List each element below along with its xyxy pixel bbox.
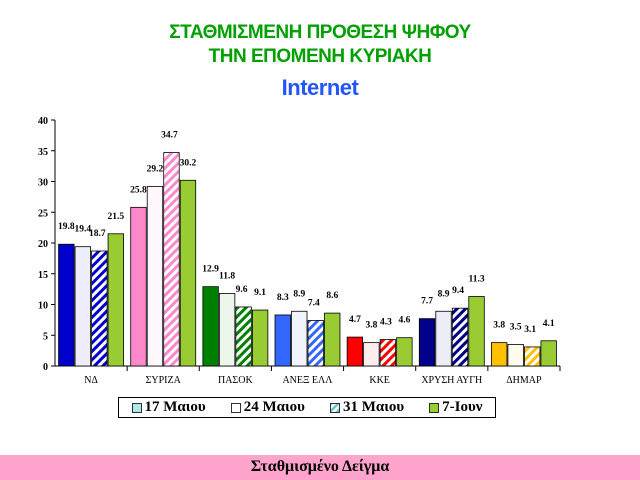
bar <box>491 342 508 367</box>
legend-label: 24 Μαιου <box>243 399 305 415</box>
x-category-label: ΠΑΣΟΚ <box>218 375 253 386</box>
data-label: 9.4 <box>452 286 464 296</box>
bar <box>251 309 269 367</box>
footer-label: Σταθμισμένο Δείγμα <box>250 458 390 475</box>
y-tick-label: 10 <box>38 301 48 312</box>
data-label: 18.7 <box>89 229 106 239</box>
bar <box>396 337 413 367</box>
y-tick-label: 0 <box>43 362 48 373</box>
bar <box>218 293 236 367</box>
data-label: 8.6 <box>326 291 338 301</box>
bar <box>468 296 485 367</box>
data-label: 19.8 <box>58 222 75 232</box>
bar <box>235 306 252 367</box>
data-label: 12.9 <box>202 265 219 275</box>
bar <box>74 246 91 367</box>
data-label: 11.3 <box>468 275 484 285</box>
y-tick-label: 25 <box>38 208 48 219</box>
chart-bars <box>58 152 557 367</box>
x-category-label: ΝΔ <box>84 375 98 386</box>
bar <box>58 243 75 367</box>
legend-label: 31 Μαιου <box>342 399 405 415</box>
y-tick-label: 40 <box>38 116 48 127</box>
legend-item: 31 Μαιου <box>330 399 404 416</box>
bar <box>363 342 380 367</box>
bar <box>291 310 308 367</box>
bar <box>540 340 557 367</box>
data-label: 8.3 <box>277 293 289 303</box>
legend-swatch <box>330 402 340 413</box>
bar <box>307 320 324 367</box>
x-category-label: ΚΚΕ <box>369 375 390 386</box>
bar <box>379 339 397 367</box>
data-label: 34.7 <box>161 131 178 141</box>
bar <box>507 344 524 367</box>
legend-swatch <box>131 402 142 413</box>
legend-swatch <box>429 402 440 413</box>
legend-item: 17 Μαιου <box>131 399 206 416</box>
y-tick-label: 35 <box>38 147 48 158</box>
data-label: 30.2 <box>180 158 197 168</box>
y-tick-label: 30 <box>38 178 48 189</box>
bar <box>91 250 108 367</box>
bar-chart: 0 5 10 15 20 25 30 35 40 ΝΔ ΣΥΡΙΖΑ ΠΑΣΟΚ ΑΝΕΞ ΕΛΛ ΚΚΕ… <box>38 116 561 386</box>
data-label: 8.9 <box>293 289 305 299</box>
chart-title-line-2: ΤΗΝ ΕΠΟΜΕΝΗ ΚΥΡΙΑΚΗ <box>208 46 432 67</box>
bar <box>451 307 469 367</box>
chart-axes: 0 5 10 15 20 25 30 35 40 ΝΔ ΣΥΡΙΖΑ ΠΑΣΟΚ ΑΝΕΞ ΕΛΛ ΚΚΕ… <box>38 116 561 386</box>
data-label: 3.1 <box>524 325 536 335</box>
data-label: 4.7 <box>349 315 361 325</box>
legend-label: 17 Μαιου <box>144 399 206 415</box>
data-label: 9.6 <box>236 285 248 295</box>
legend-swatch <box>230 402 241 413</box>
data-label: 29.2 <box>147 164 164 174</box>
chart-title-line-3: Internet <box>281 75 359 100</box>
bar <box>179 179 197 367</box>
legend-label: 7-Ιουν <box>442 399 483 415</box>
bar <box>274 314 291 367</box>
bar <box>163 152 180 367</box>
bar <box>107 233 124 367</box>
bar <box>202 286 219 367</box>
x-category-label: ΣΥΡΙΖΑ <box>146 375 182 386</box>
data-label: 8.9 <box>438 289 450 299</box>
data-label: 9.1 <box>254 288 266 298</box>
chart-legend: 17 Μαιου 24 Μαιου 31 Μαιου 7-Ιουν <box>118 397 496 418</box>
data-label: 4.1 <box>543 319 555 329</box>
data-label: 3.8 <box>493 321 505 331</box>
bar <box>435 310 452 367</box>
data-label: 25.8 <box>130 185 147 195</box>
x-category-label: ΑΝΕΞ ΕΛΛ <box>282 375 333 386</box>
footer-bar: Σταθμισμένο Δείγμα <box>0 455 640 480</box>
data-label: 4.3 <box>380 318 392 328</box>
y-tick-label: 20 <box>38 239 48 250</box>
data-label: 3.8 <box>365 321 377 331</box>
y-tick-label: 5 <box>43 331 48 342</box>
chart-title-line-1: ΣΤΑΘΜΙΣΜΕΝΗ ΠΡΟΘΕΣΗ ΨΗΦΟΥ <box>169 22 471 43</box>
legend-item: 7-Ιουν <box>429 399 482 416</box>
x-category-label: ΧΡΥΣΗ ΑΥΓΗ <box>421 375 482 386</box>
data-label: 3.5 <box>510 322 522 332</box>
bar <box>324 312 341 367</box>
legend-item: 24 Μαιου <box>230 399 305 416</box>
bar <box>524 346 541 367</box>
bar <box>146 186 164 367</box>
data-label: 19.4 <box>75 225 92 235</box>
bar <box>418 318 436 367</box>
chart-data-labels: 19.8 19.418.721.5 25.8 29.2 34.7 30.2 12.911.8… <box>58 131 555 335</box>
bar <box>130 206 147 367</box>
data-label: 11.8 <box>219 271 235 281</box>
data-label: 21.5 <box>108 212 125 222</box>
data-label: 7.4 <box>308 298 320 308</box>
bar <box>346 336 364 367</box>
x-category-label: ΔΗΜΑΡ <box>506 375 542 386</box>
data-label: 4.6 <box>398 316 410 326</box>
data-label: 7.7 <box>421 297 433 307</box>
y-tick-label: 15 <box>38 270 48 281</box>
